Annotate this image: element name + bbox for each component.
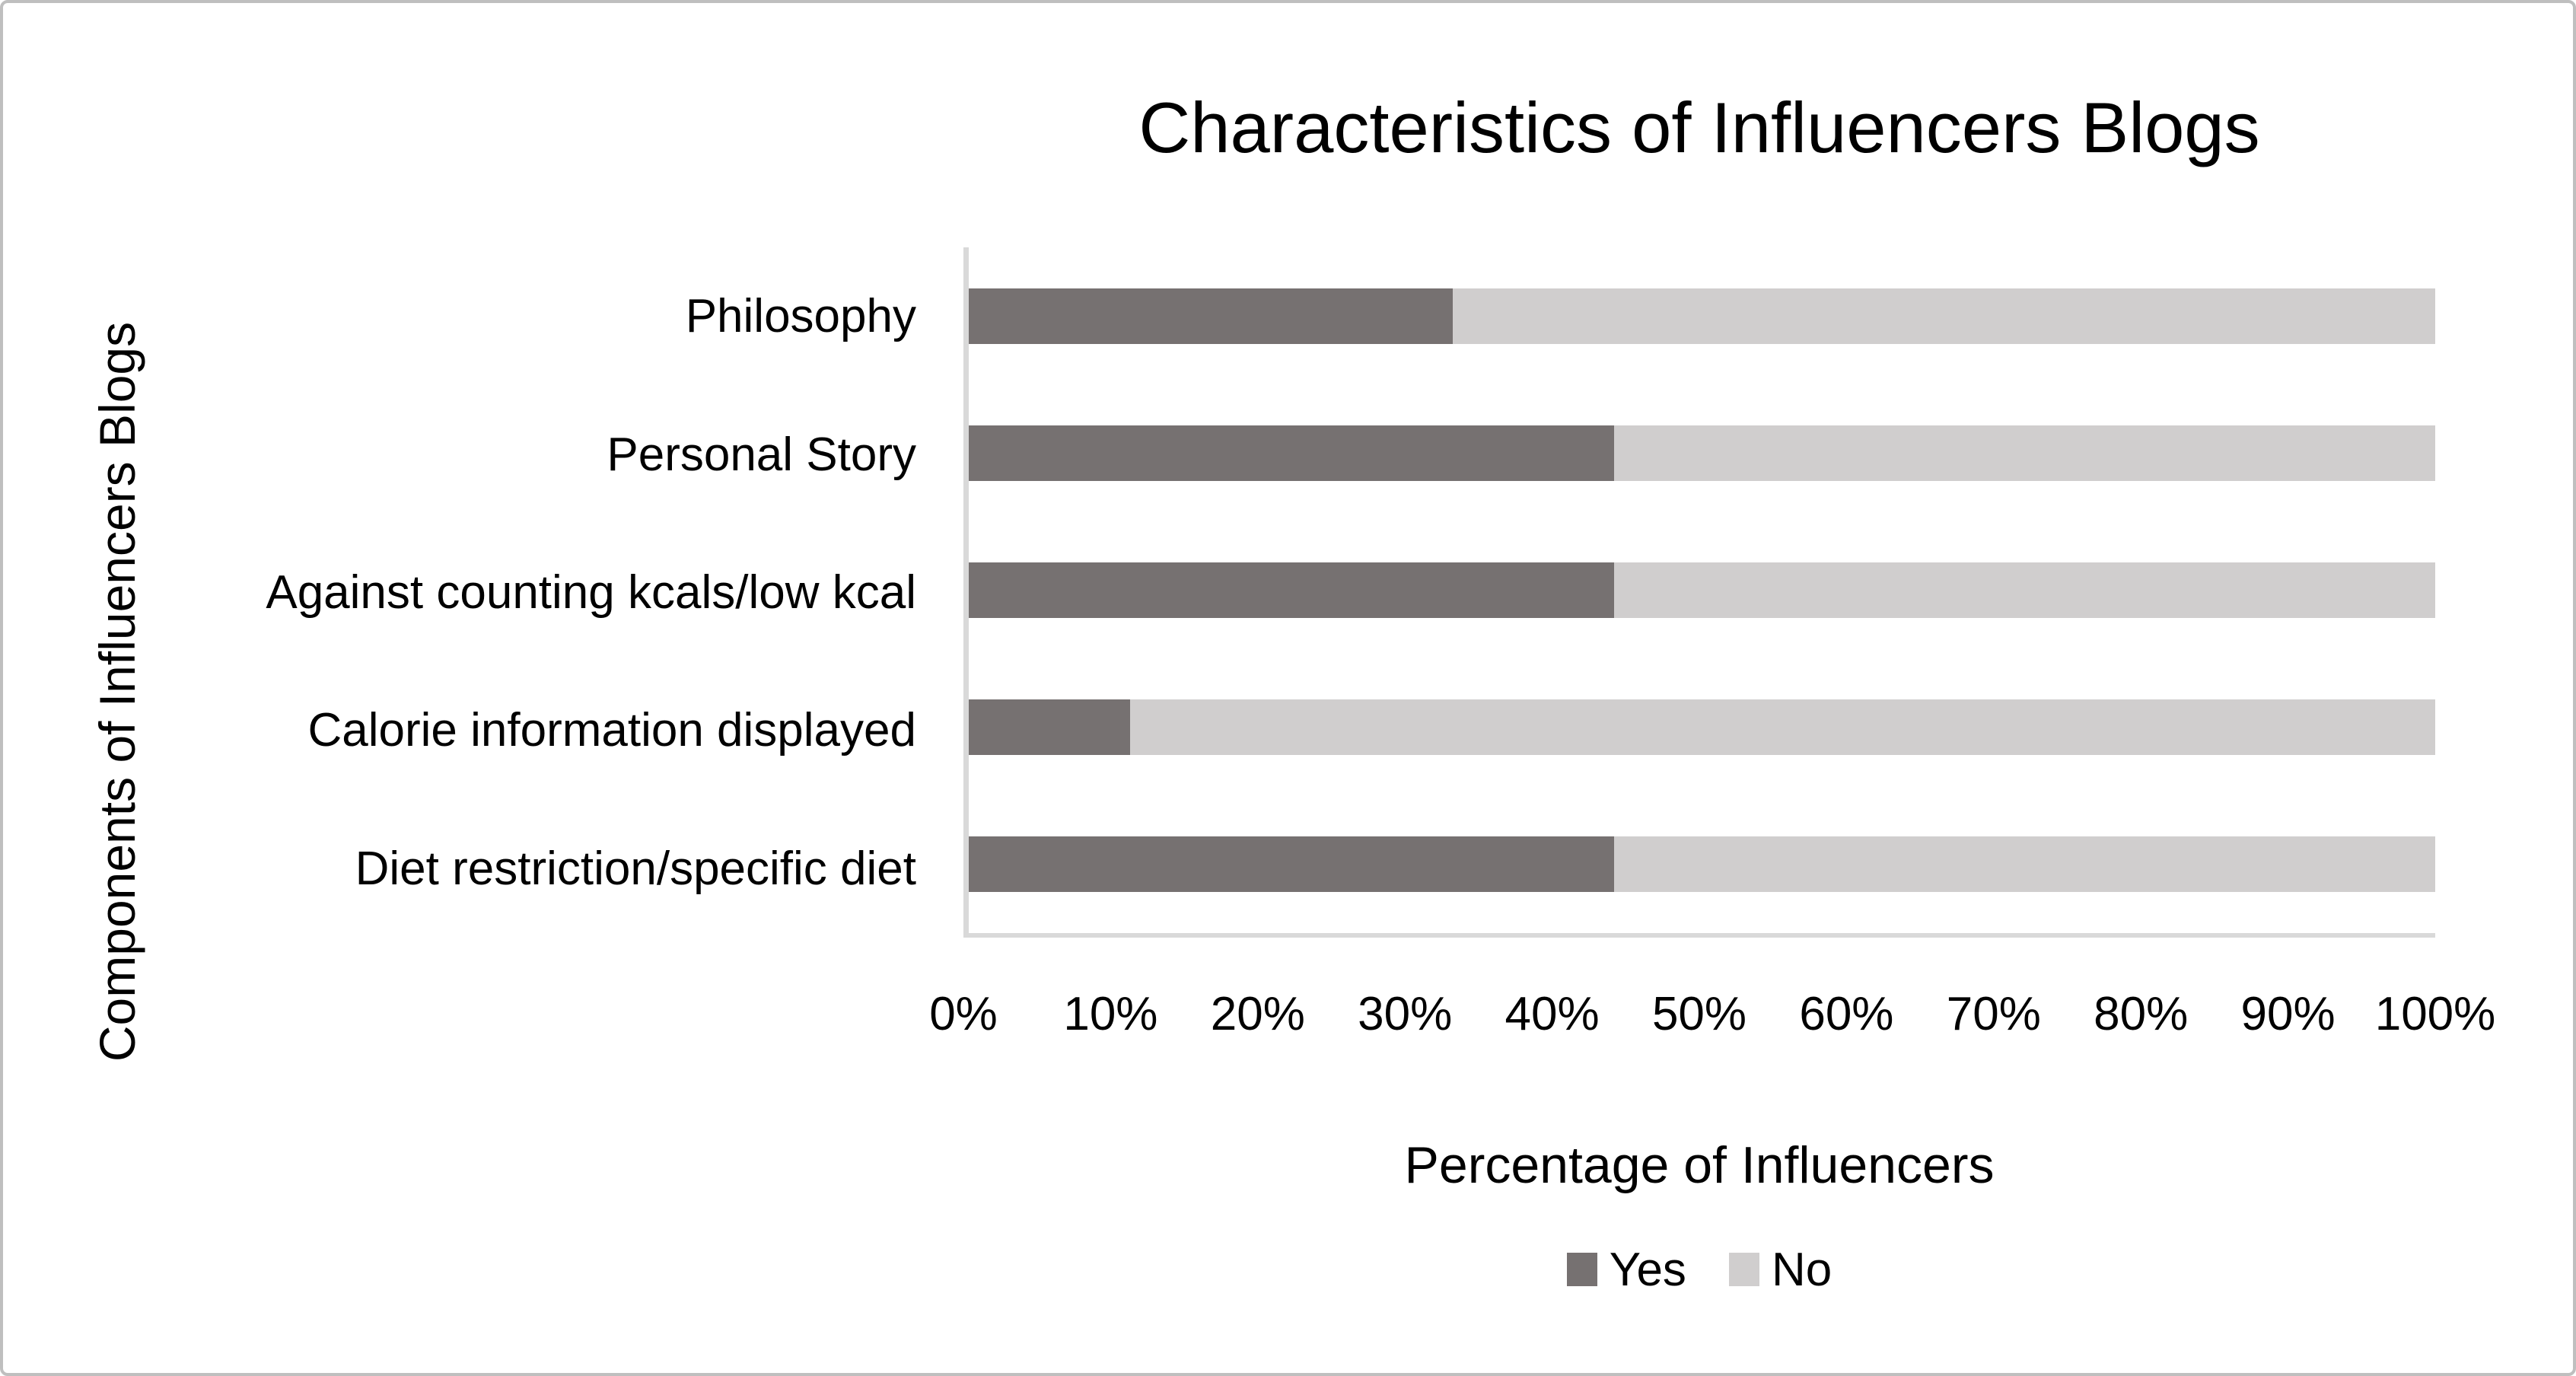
- bar-row: [969, 659, 2435, 796]
- bar-segment-no: [1129, 699, 2435, 756]
- stacked-bar: [969, 836, 2435, 893]
- category-slot: Against counting kcals/low kcal: [102, 524, 916, 661]
- x-tick-label: 30%: [1358, 988, 1453, 1040]
- category-label: Against counting kcals/low kcal: [266, 566, 916, 620]
- legend: Yes No: [963, 1242, 2435, 1297]
- legend-label: Yes: [1609, 1243, 1686, 1296]
- bar-segment-yes: [969, 425, 1614, 481]
- x-tick-label: 0%: [929, 988, 998, 1040]
- bar-row: [969, 796, 2435, 933]
- bar-row: [969, 521, 2435, 658]
- x-tick-label: 20%: [1210, 988, 1305, 1040]
- x-tick-label: 80%: [2094, 988, 2189, 1040]
- legend-swatch-yes: [1566, 1253, 1597, 1286]
- bar-segment-yes: [969, 836, 1614, 893]
- stacked-bar: [969, 562, 2435, 618]
- bar-row: [969, 247, 2435, 384]
- bar-segment-yes: [969, 699, 1130, 756]
- bar-segment-no: [1613, 425, 2435, 481]
- x-tick-label: 10%: [1063, 988, 1158, 1040]
- x-axis-title: Percentage of Influencers: [1404, 1136, 1995, 1194]
- category-slot: Personal Story: [102, 385, 916, 523]
- x-tick-label: 100%: [2374, 988, 2496, 1040]
- bar-segment-yes: [969, 288, 1453, 344]
- x-axis-tick-labels: 0% 10% 20% 30% 40% 50% 60% 70% 80% 90% 100%: [929, 987, 2495, 1040]
- bar-segment-no: [1613, 562, 2435, 618]
- chart-title: Characteristics of Influencers Blogs: [1138, 88, 2260, 167]
- legend-item-yes: Yes: [1566, 1243, 1686, 1297]
- x-tick-label: 90%: [2240, 988, 2336, 1040]
- x-tick-label: 40%: [1505, 988, 1600, 1040]
- legend-item-no: No: [1728, 1243, 1832, 1297]
- category-slot: Calorie information displayed: [102, 661, 916, 799]
- category-label: Calorie information displayed: [307, 704, 916, 757]
- stacked-bar: [969, 288, 2435, 344]
- stacked-bar: [969, 699, 2435, 756]
- category-slot: Philosophy: [102, 247, 916, 385]
- stacked-bar: [969, 425, 2435, 481]
- category-label: Personal Story: [607, 428, 916, 481]
- bar-segment-no: [1452, 288, 2435, 344]
- x-tick-label: 50%: [1651, 988, 1747, 1040]
- legend-swatch-no: [1728, 1253, 1759, 1286]
- category-slot: Diet restriction/specific diet: [102, 800, 916, 938]
- x-tick-label: 70%: [1946, 988, 2041, 1040]
- category-label: Diet restriction/specific diet: [355, 842, 916, 895]
- category-label: Philosophy: [685, 290, 916, 343]
- category-axis-labels: Philosophy Personal Story Against counting…: [102, 247, 916, 938]
- plot-area: [963, 247, 2435, 938]
- legend-label: No: [1771, 1243, 1832, 1296]
- bar-segment-yes: [969, 562, 1614, 618]
- bar-segment-no: [1613, 836, 2435, 893]
- bar-row: [969, 384, 2435, 521]
- x-tick-label: 60%: [1799, 988, 1894, 1040]
